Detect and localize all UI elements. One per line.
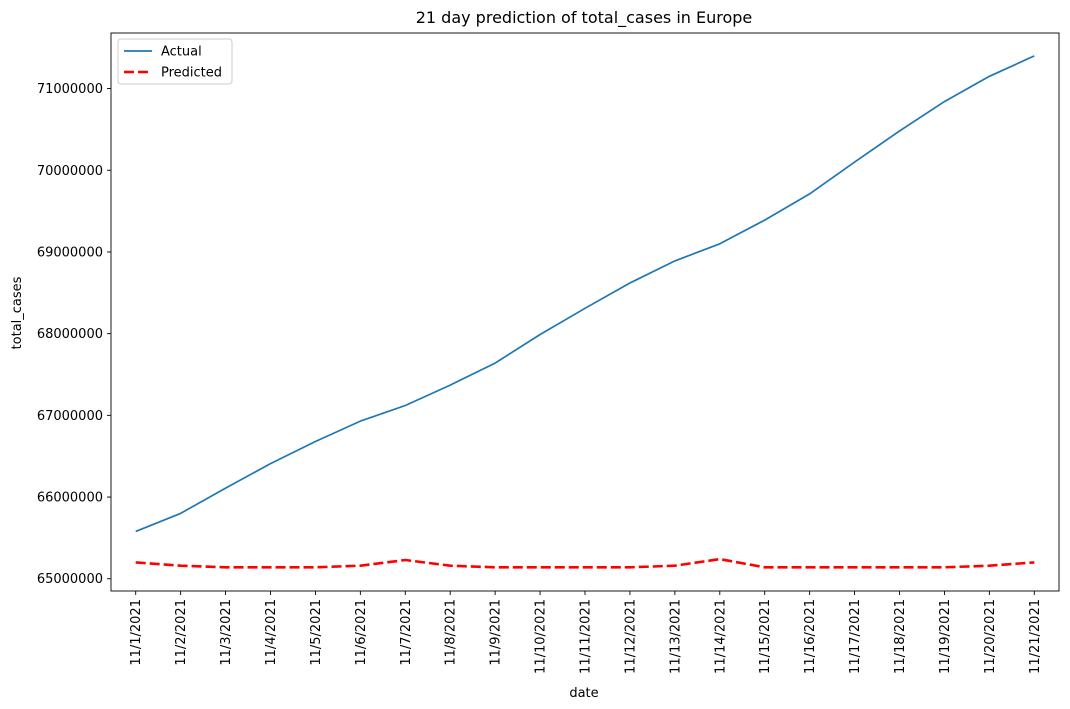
x-tick-label: 11/18/2021	[893, 599, 908, 674]
x-tick-label: 11/1/2021	[129, 599, 144, 666]
x-tick-label: 11/13/2021	[668, 599, 683, 674]
x-tick-label: 11/20/2021	[983, 599, 998, 674]
x-tick-label: 11/14/2021	[713, 599, 728, 674]
x-tick-label: 11/9/2021	[489, 599, 504, 666]
x-tick-label: 11/17/2021	[848, 599, 863, 674]
x-tick-label: 11/10/2021	[534, 599, 549, 674]
x-tick-label: 11/6/2021	[354, 599, 369, 666]
series-lines	[135, 55, 1035, 569]
y-tick-label: 68000000	[37, 327, 103, 342]
y-tick-label: 69000000	[37, 245, 103, 260]
y-axis-ticks: 65000000 66000000 67000000 68000000 69000000…	[37, 82, 111, 587]
x-axis-ticks: 11/1/2021 11/2/2021 11/3/2021 11/4/2021 11/5…	[129, 591, 1043, 674]
legend-label-actual: Actual	[161, 45, 202, 60]
series-line-predicted	[135, 557, 1035, 569]
x-tick-label: 11/7/2021	[399, 599, 414, 666]
x-tick-label: 11/19/2021	[938, 599, 953, 674]
x-tick-label: 11/5/2021	[309, 599, 324, 666]
plot-area	[110, 32, 1060, 592]
legend: Actual Predicted	[117, 38, 233, 85]
y-tick-label: 66000000	[37, 491, 103, 506]
x-tick-label: 11/4/2021	[264, 599, 279, 666]
x-tick-label: 11/3/2021	[219, 599, 234, 666]
x-tick-label: 11/16/2021	[803, 599, 818, 674]
legend-label-predicted: Predicted	[161, 66, 222, 81]
y-tick-label: 65000000	[37, 572, 103, 587]
x-tick-label: 11/12/2021	[623, 599, 638, 674]
plot-frame	[110, 32, 1060, 592]
x-tick-label: 11/21/2021	[1028, 599, 1043, 674]
y-axis-label: total_cases	[10, 276, 25, 349]
x-tick-label: 11/8/2021	[444, 599, 459, 666]
x-axis-label: date	[569, 686, 598, 701]
y-tick-label: 67000000	[37, 409, 103, 424]
chart-title: 21 day prediction of total_cases in Euro…	[416, 8, 753, 28]
y-tick-label: 70000000	[37, 164, 103, 179]
y-tick-label: 71000000	[37, 82, 103, 97]
x-tick-label: 11/11/2021	[579, 599, 594, 674]
series-line-actual	[135, 55, 1035, 533]
x-tick-label: 11/2/2021	[174, 599, 189, 666]
x-tick-label: 11/15/2021	[758, 599, 773, 674]
